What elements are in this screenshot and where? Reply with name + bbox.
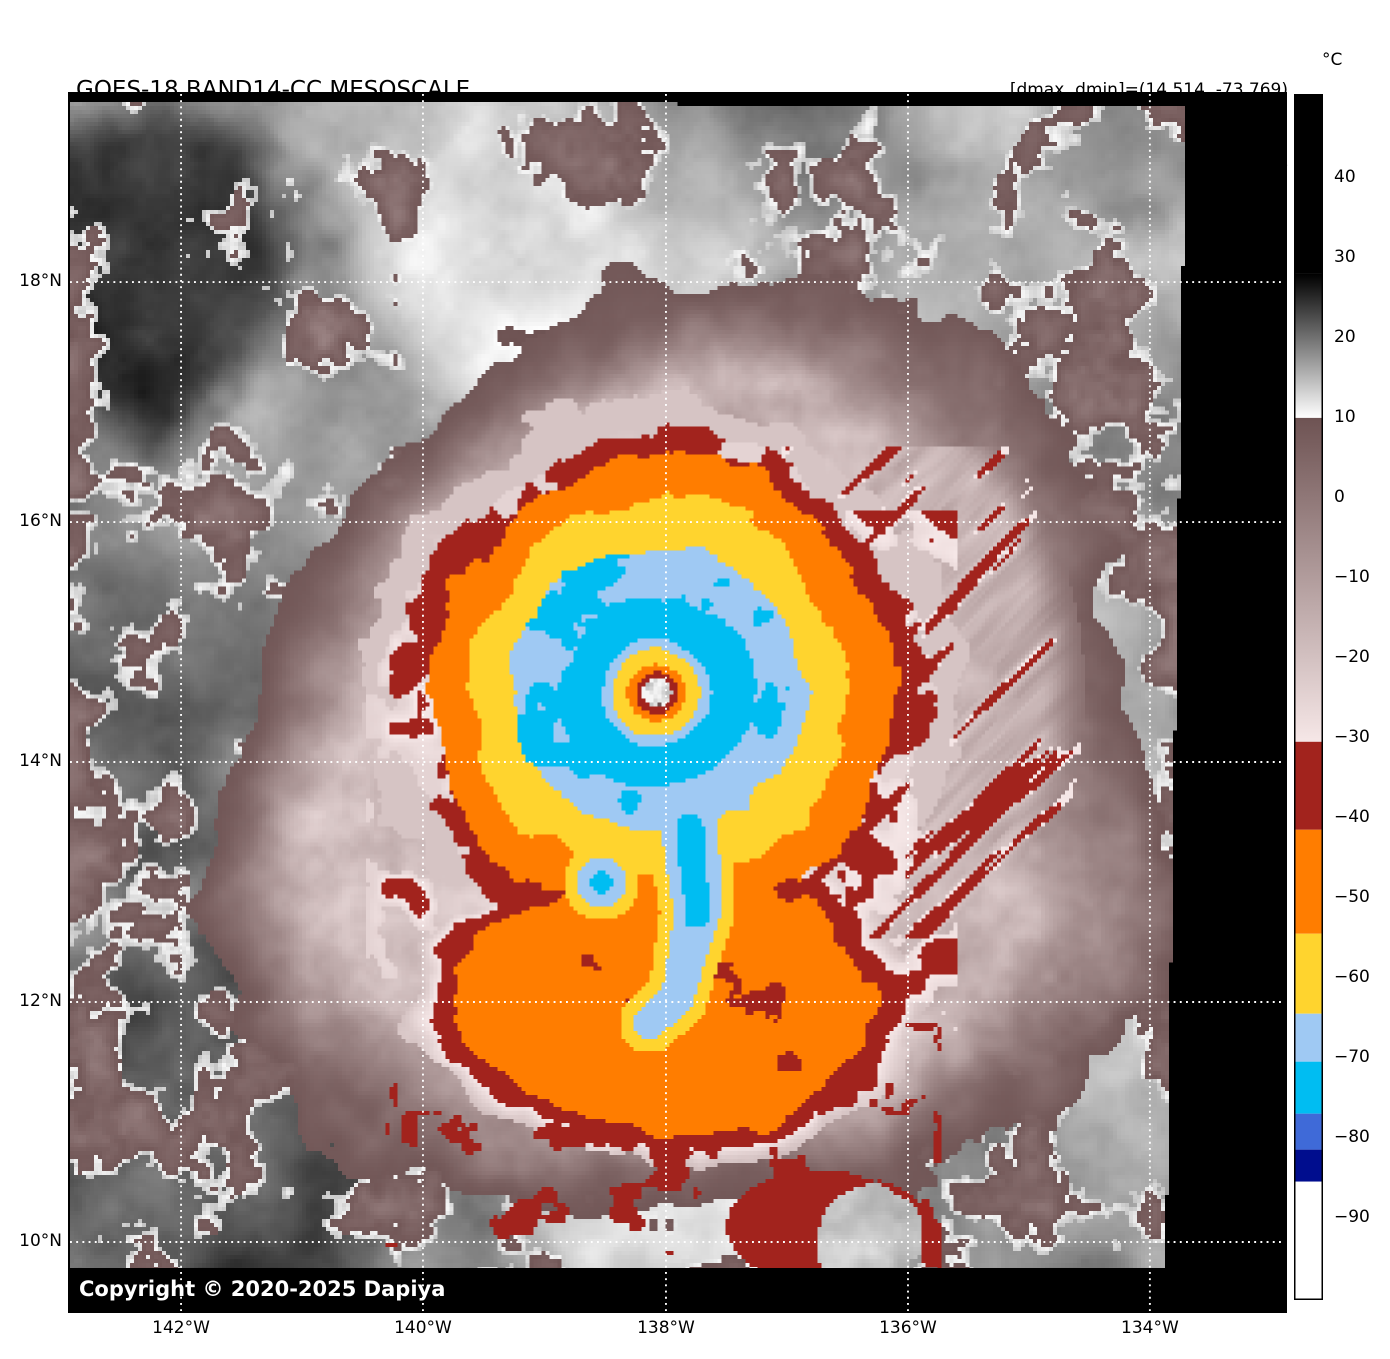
lat-label: 10°N [19, 1230, 62, 1251]
colorbar-tick-label: −30 [1334, 726, 1370, 747]
colorbar-segment [1294, 829, 1323, 934]
colorbar-segment [1294, 741, 1323, 830]
colorbar-segment [1294, 1149, 1323, 1182]
lon-label: 134°W [1121, 1318, 1179, 1338]
colorbar-tick-label: −20 [1334, 646, 1370, 667]
colorbar-tick-label: −40 [1334, 806, 1370, 827]
colorbar-segment [1294, 1113, 1323, 1150]
lat-label: 18°N [19, 271, 62, 292]
colorbar-tick-label: −90 [1334, 1206, 1370, 1227]
colorbar-tick-label: −80 [1334, 1126, 1370, 1147]
colorbar-segment [1294, 417, 1323, 742]
lon-label: 138°W [637, 1318, 695, 1338]
colorbar-tick-label: −10 [1334, 566, 1370, 587]
lon-label: 140°W [394, 1318, 452, 1338]
lat-label: 14°N [19, 751, 62, 771]
colorbar-tick-label: −60 [1334, 966, 1370, 987]
colorbar-tick-label: 10 [1334, 406, 1356, 427]
latlon-grid-overlay [70, 94, 1285, 1311]
lon-label: 142°W [152, 1318, 210, 1338]
colorbar-unit-label: °C [1322, 50, 1343, 70]
satellite-image [70, 94, 1285, 1311]
colorbar-segment [1294, 933, 1323, 1014]
lat-label: 12°N [19, 991, 62, 1011]
copyright-strip: Copyright © 2020-2025 Dapiya [70, 1268, 1285, 1311]
colorbar-tick-label: 40 [1334, 166, 1356, 187]
colorbar-segment [1294, 273, 1323, 418]
satellite-map: Copyright © 2020-2025 Dapiya [68, 92, 1287, 1313]
colorbar-tick-label: 30 [1334, 246, 1356, 267]
lat-label: 16°N [19, 511, 62, 532]
colorbar-segment [1294, 1013, 1323, 1062]
colorbar-segment [1294, 1061, 1323, 1114]
colorbar-segment [1294, 94, 1323, 274]
copyright-text: Copyright © 2020-2025 Dapiya [79, 1277, 446, 1301]
colorbar-tick-label: −50 [1334, 886, 1370, 907]
colorbar [1294, 94, 1323, 1300]
lon-label: 136°W [879, 1318, 937, 1338]
colorbar-segment [1294, 1181, 1323, 1300]
colorbar-border [1294, 94, 1323, 1300]
colorbar-tick-label: 0 [1334, 486, 1345, 507]
colorbar-tick-label: −70 [1334, 1046, 1370, 1067]
colorbar-tick-label: 20 [1334, 326, 1356, 347]
